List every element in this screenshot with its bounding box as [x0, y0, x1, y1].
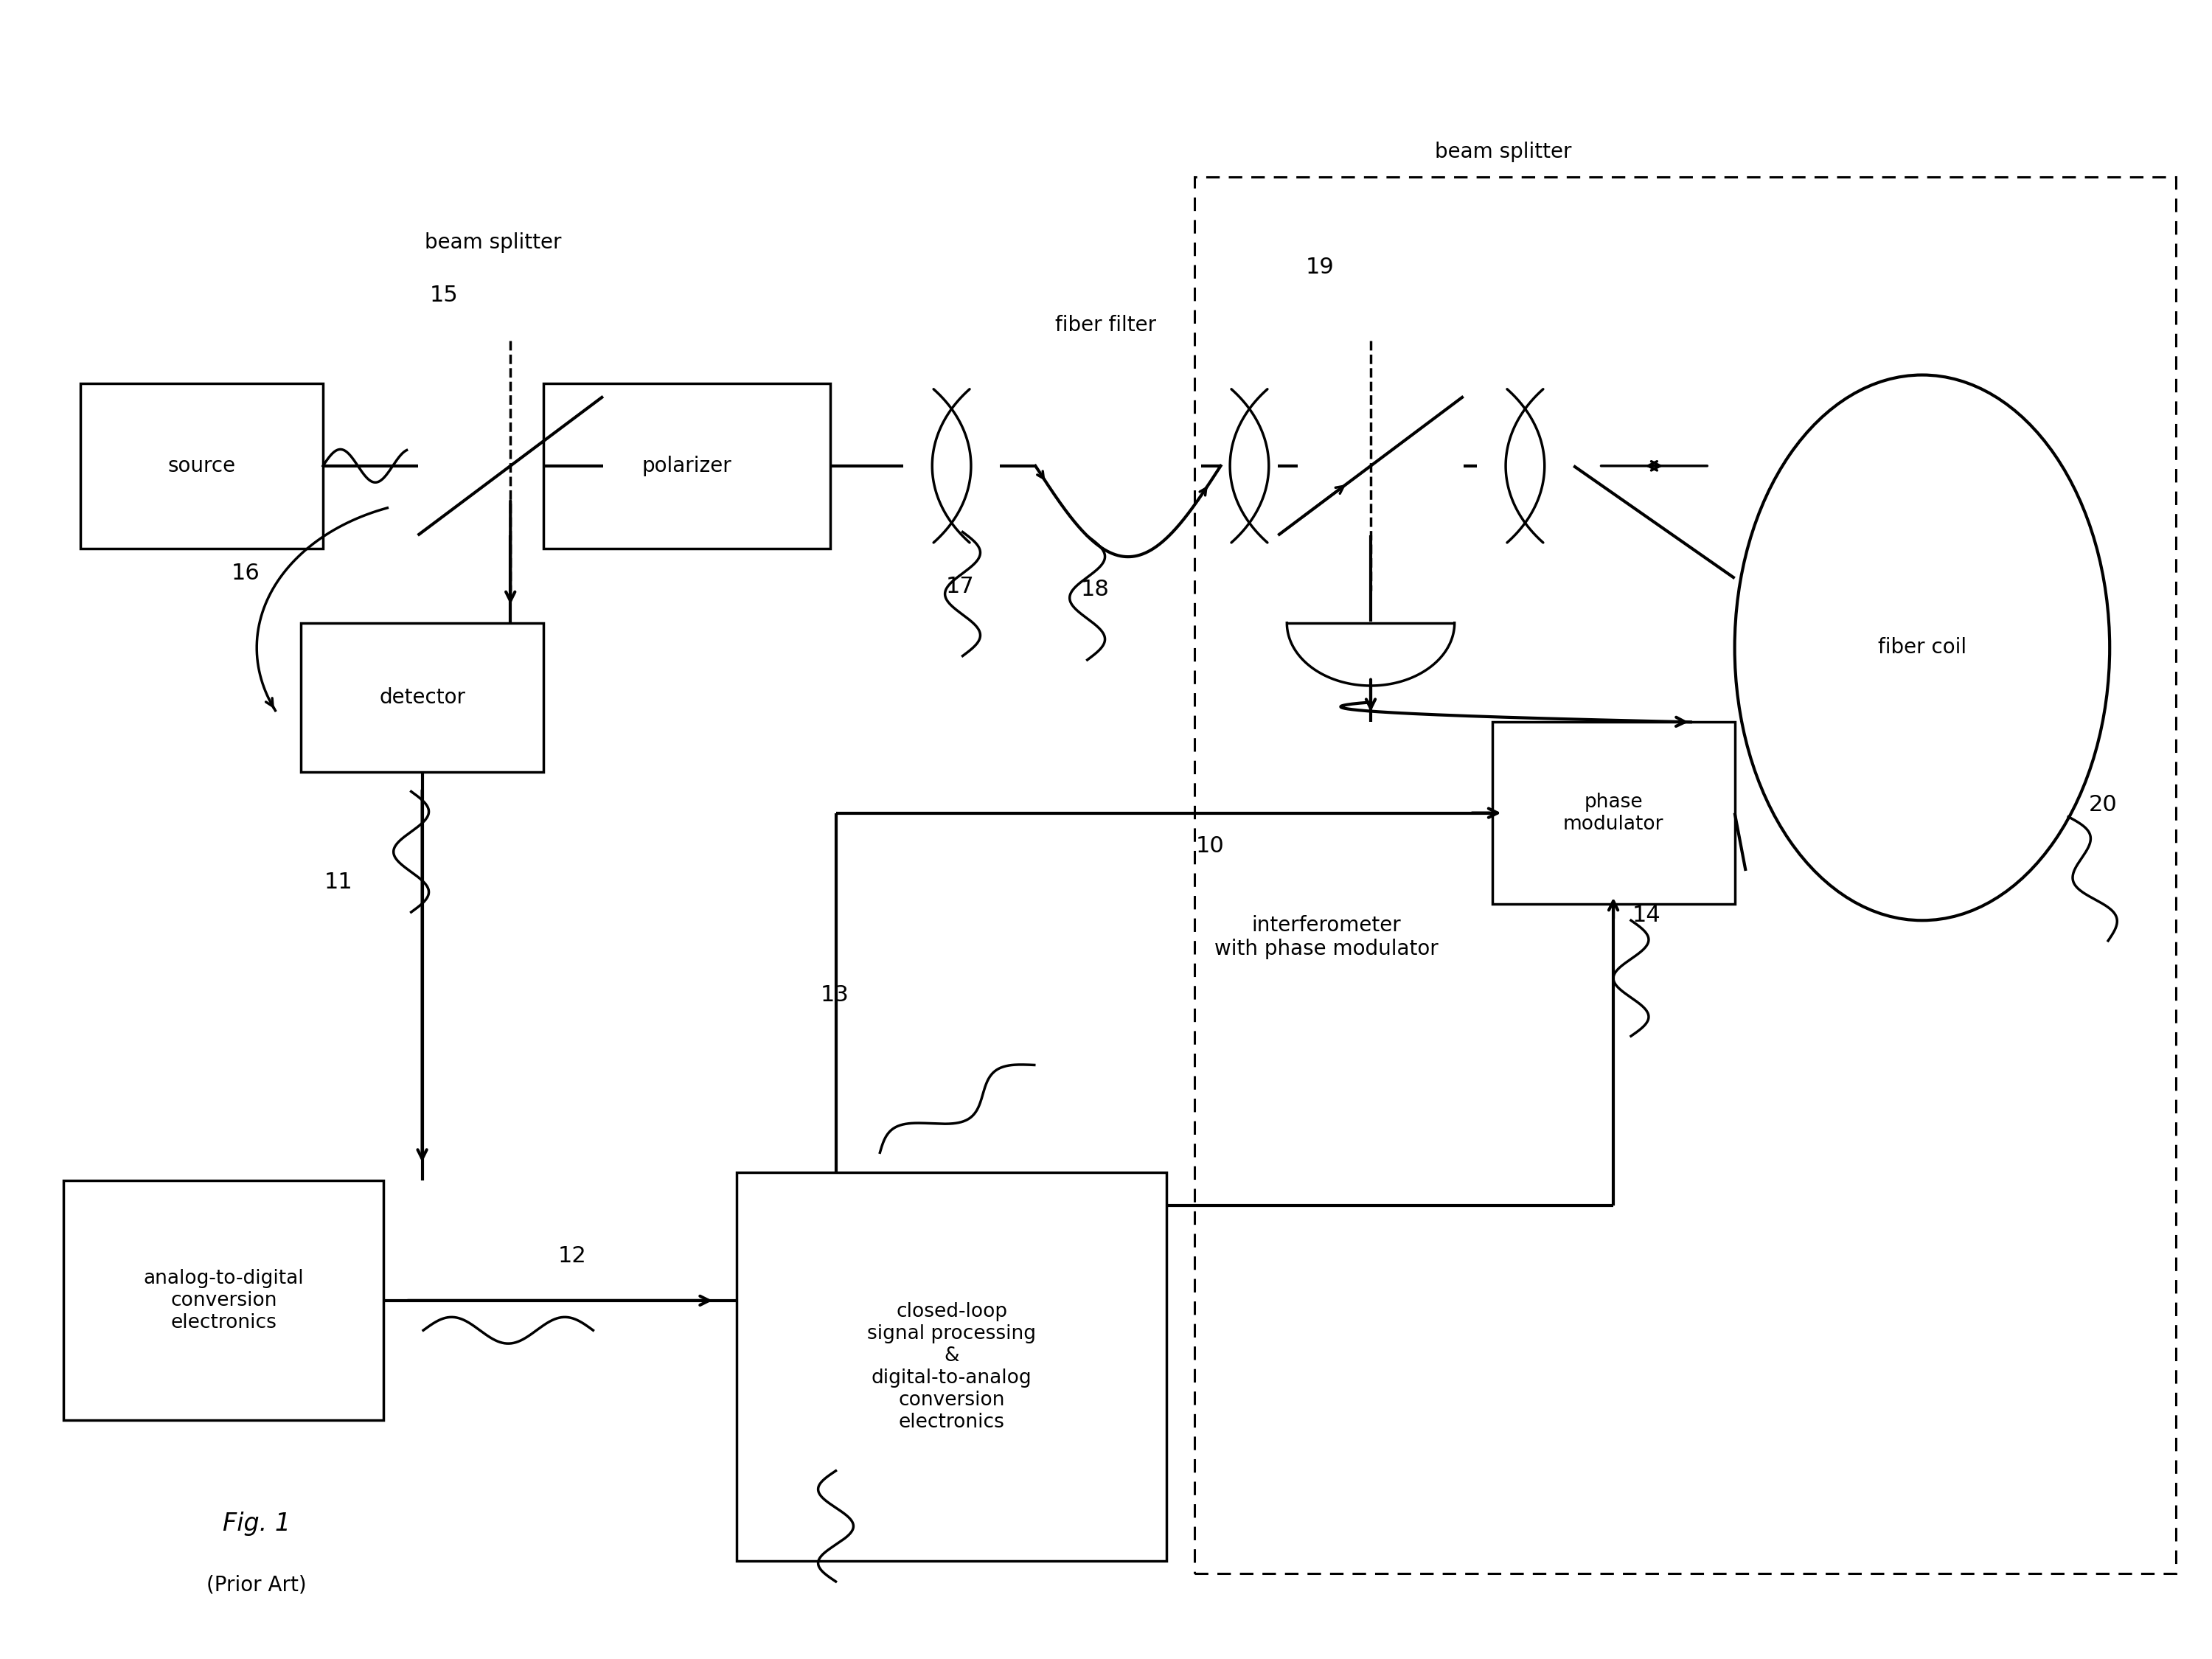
Text: analog-to-digital
conversion
electronics: analog-to-digital conversion electronics	[144, 1269, 303, 1332]
Text: 13: 13	[821, 984, 849, 1005]
Text: 17: 17	[947, 576, 975, 597]
FancyBboxPatch shape	[544, 383, 830, 549]
Text: 16: 16	[232, 562, 261, 584]
Text: 12: 12	[557, 1246, 586, 1266]
Text: fiber filter: fiber filter	[1055, 315, 1157, 335]
Text: Fig. 1: Fig. 1	[223, 1511, 290, 1536]
FancyBboxPatch shape	[737, 1173, 1166, 1561]
Bar	[1194, 176, 2177, 1573]
Text: closed-loop
signal processing
&
digital-to-analog
conversion
electronics: closed-loop signal processing & digital-…	[867, 1302, 1035, 1432]
Text: (Prior Art): (Prior Art)	[206, 1574, 307, 1596]
Text: 18: 18	[1082, 579, 1108, 601]
Text: 10: 10	[1194, 836, 1223, 856]
FancyBboxPatch shape	[80, 383, 323, 549]
Text: beam splitter: beam splitter	[425, 232, 562, 254]
Text: interferometer
with phase modulator: interferometer with phase modulator	[1214, 914, 1438, 959]
Text: beam splitter: beam splitter	[1436, 141, 1571, 163]
Text: 11: 11	[325, 871, 352, 893]
Text: phase
modulator: phase modulator	[1564, 793, 1663, 833]
Text: 14: 14	[1632, 904, 1661, 926]
FancyBboxPatch shape	[64, 1181, 383, 1420]
Text: 15: 15	[429, 285, 458, 307]
FancyBboxPatch shape	[301, 622, 544, 771]
Text: detector: detector	[378, 687, 465, 708]
Text: polarizer: polarizer	[641, 456, 732, 476]
Text: fiber coil: fiber coil	[1878, 637, 1966, 659]
Text: 20: 20	[2088, 795, 2117, 815]
Text: 19: 19	[1305, 257, 1334, 279]
FancyBboxPatch shape	[1493, 722, 1734, 904]
Text: source: source	[168, 456, 234, 476]
